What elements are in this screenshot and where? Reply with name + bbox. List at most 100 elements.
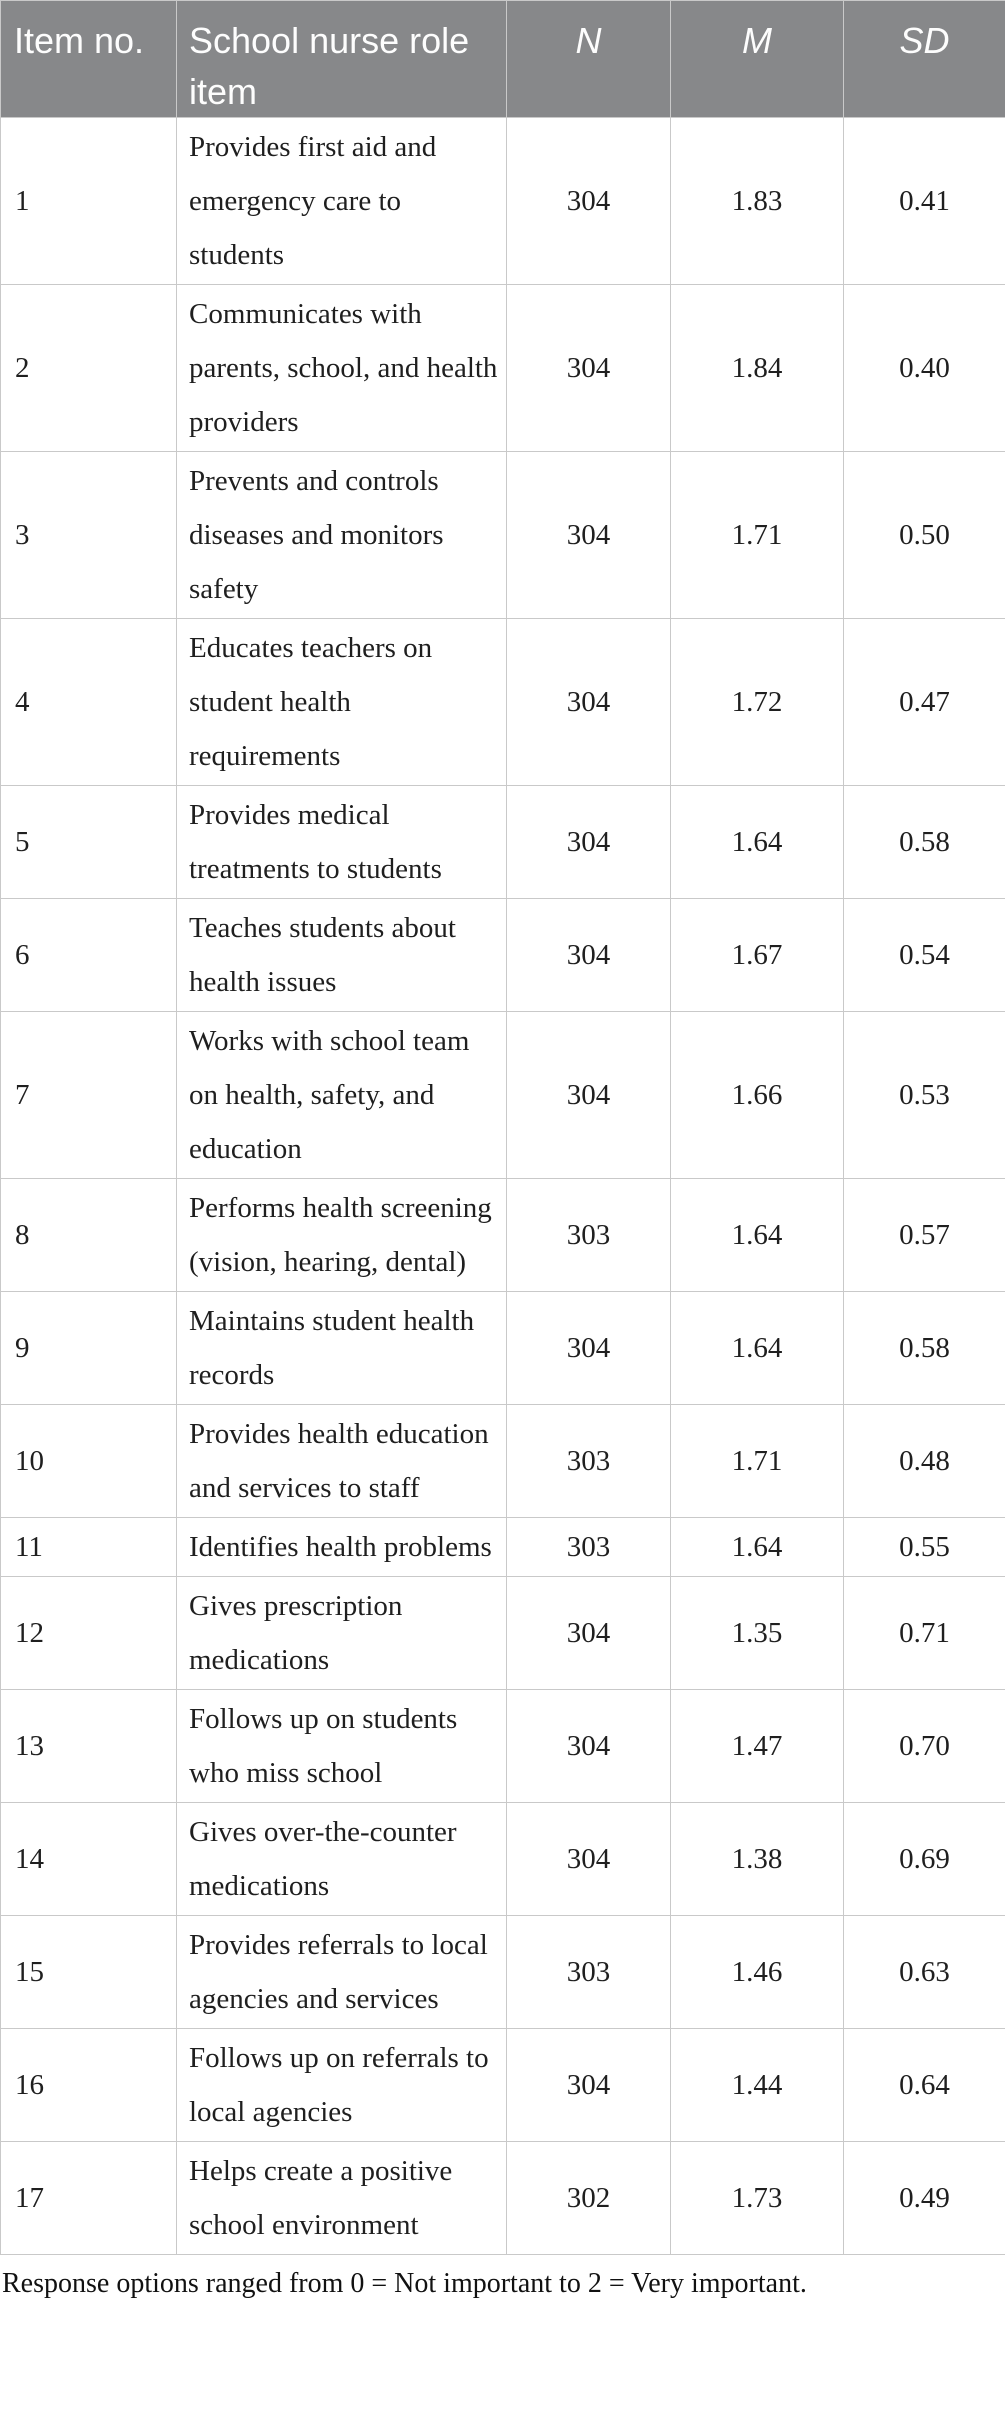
table-header: Item no. School nurse role item N M SD: [0, 0, 1005, 118]
role-item-cell: Identifies health problems: [176, 1517, 507, 1577]
item-no-cell: 15: [0, 1915, 177, 2029]
table-row: 9 Maintains student health records 304 1.64…: [0, 1291, 1005, 1405]
n-cell: 304: [506, 2028, 671, 2142]
role-item-cell: Provides medical treatments to students: [176, 785, 507, 899]
table-row: 1 Provides first aid and emergency care t…: [0, 117, 1005, 285]
col-header-n: N: [506, 0, 671, 118]
role-item-cell: Teaches students about health issues: [176, 898, 507, 1012]
m-cell: 1.66: [670, 1011, 844, 1179]
table-row: 15 Provides referrals to local agencies a…: [0, 1915, 1005, 2029]
role-item-cell: Helps create a positive school environme…: [176, 2141, 507, 2255]
table-row: 6 Teaches students about health issues 304…: [0, 898, 1005, 1012]
col-header-item-no: Item no.: [0, 0, 177, 118]
sd-cell: 0.54: [843, 898, 1005, 1012]
m-cell: 1.44: [670, 2028, 844, 2142]
m-cell: 1.84: [670, 284, 844, 452]
m-cell: 1.47: [670, 1689, 844, 1803]
table-row: 10 Provides health education and services…: [0, 1404, 1005, 1518]
n-cell: 304: [506, 785, 671, 899]
item-no-cell: 1: [0, 117, 177, 285]
m-cell: 1.64: [670, 785, 844, 899]
role-item-cell: Provides referrals to local agencies and…: [176, 1915, 507, 2029]
item-no-cell: 3: [0, 451, 177, 619]
sd-cell: 0.41: [843, 117, 1005, 285]
sd-cell: 0.55: [843, 1517, 1005, 1577]
item-no-cell: 6: [0, 898, 177, 1012]
n-cell: 304: [506, 1689, 671, 1803]
m-cell: 1.64: [670, 1291, 844, 1405]
n-cell: 304: [506, 1291, 671, 1405]
item-no-cell: 9: [0, 1291, 177, 1405]
n-cell: 304: [506, 451, 671, 619]
n-cell: 304: [506, 618, 671, 786]
sd-cell: 0.40: [843, 284, 1005, 452]
role-item-cell: Performs health screening (vision, heari…: [176, 1178, 507, 1292]
sd-cell: 0.63: [843, 1915, 1005, 2029]
item-no-cell: 2: [0, 284, 177, 452]
table-row: 2 Communicates with parents, school, and …: [0, 284, 1005, 452]
n-cell: 303: [506, 1915, 671, 2029]
item-no-cell: 14: [0, 1802, 177, 1916]
table-row: 3 Prevents and controls diseases and moni…: [0, 451, 1005, 619]
header-row: Item no. School nurse role item N M SD: [0, 0, 1005, 118]
item-no-cell: 10: [0, 1404, 177, 1518]
col-header-m: M: [670, 0, 844, 118]
table-figure: Item no. School nurse role item N M SD 1…: [0, 0, 1005, 2301]
m-cell: 1.71: [670, 1404, 844, 1518]
sd-cell: 0.69: [843, 1802, 1005, 1916]
table-row: 11 Identifies health problems 303 1.64 0.55: [0, 1517, 1005, 1577]
table-row: 5 Provides medical treatments to students…: [0, 785, 1005, 899]
n-cell: 304: [506, 898, 671, 1012]
m-cell: 1.64: [670, 1178, 844, 1292]
n-cell: 304: [506, 117, 671, 285]
sd-cell: 0.48: [843, 1404, 1005, 1518]
item-no-cell: 17: [0, 2141, 177, 2255]
n-cell: 303: [506, 1404, 671, 1518]
descriptive-statistics-table: Item no. School nurse role item N M SD 1…: [0, 0, 1005, 2255]
n-cell: 303: [506, 1178, 671, 1292]
m-cell: 1.64: [670, 1517, 844, 1577]
m-cell: 1.35: [670, 1576, 844, 1690]
table-row: 17 Helps create a positive school environ…: [0, 2141, 1005, 2255]
item-no-cell: 8: [0, 1178, 177, 1292]
item-no-cell: 11: [0, 1517, 177, 1577]
sd-cell: 0.71: [843, 1576, 1005, 1690]
sd-cell: 0.58: [843, 785, 1005, 899]
item-no-cell: 5: [0, 785, 177, 899]
table-row: 8 Performs health screening (vision, hear…: [0, 1178, 1005, 1292]
m-cell: 1.71: [670, 451, 844, 619]
col-header-sd: SD: [843, 0, 1005, 118]
m-cell: 1.73: [670, 2141, 844, 2255]
table-row: 7 Works with school team on health, safet…: [0, 1011, 1005, 1179]
item-no-cell: 16: [0, 2028, 177, 2142]
role-item-cell: Gives over-the-counter medications: [176, 1802, 507, 1916]
m-cell: 1.67: [670, 898, 844, 1012]
role-item-cell: Communicates with parents, school, and h…: [176, 284, 507, 452]
table-footnote: Response options ranged from 0 = Not imp…: [2, 2268, 807, 2299]
n-cell: 304: [506, 1576, 671, 1690]
role-item-cell: Provides first aid and emergency care to…: [176, 117, 507, 285]
table-row: 12 Gives prescription medications 304 1.35 0…: [0, 1576, 1005, 1690]
n-cell: 304: [506, 1011, 671, 1179]
sd-cell: 0.47: [843, 618, 1005, 786]
sd-cell: 0.53: [843, 1011, 1005, 1179]
item-no-cell: 4: [0, 618, 177, 786]
item-no-cell: 13: [0, 1689, 177, 1803]
table-row: 13 Follows up on students who miss school…: [0, 1689, 1005, 1803]
m-cell: 1.83: [670, 117, 844, 285]
sd-cell: 0.49: [843, 2141, 1005, 2255]
m-cell: 1.72: [670, 618, 844, 786]
role-item-cell: Follows up on students who miss school: [176, 1689, 507, 1803]
table-row: 14 Gives over-the-counter medications 304 1…: [0, 1802, 1005, 1916]
sd-cell: 0.57: [843, 1178, 1005, 1292]
table-row: 16 Follows up on referrals to local agenc…: [0, 2028, 1005, 2142]
n-cell: 303: [506, 1517, 671, 1577]
role-item-cell: Prevents and controls diseases and monit…: [176, 451, 507, 619]
n-cell: 302: [506, 2141, 671, 2255]
m-cell: 1.38: [670, 1802, 844, 1916]
sd-cell: 0.70: [843, 1689, 1005, 1803]
n-cell: 304: [506, 1802, 671, 1916]
sd-cell: 0.58: [843, 1291, 1005, 1405]
table-row: 4 Educates teachers on student health req…: [0, 618, 1005, 786]
col-header-role-item: School nurse role item: [176, 0, 507, 118]
